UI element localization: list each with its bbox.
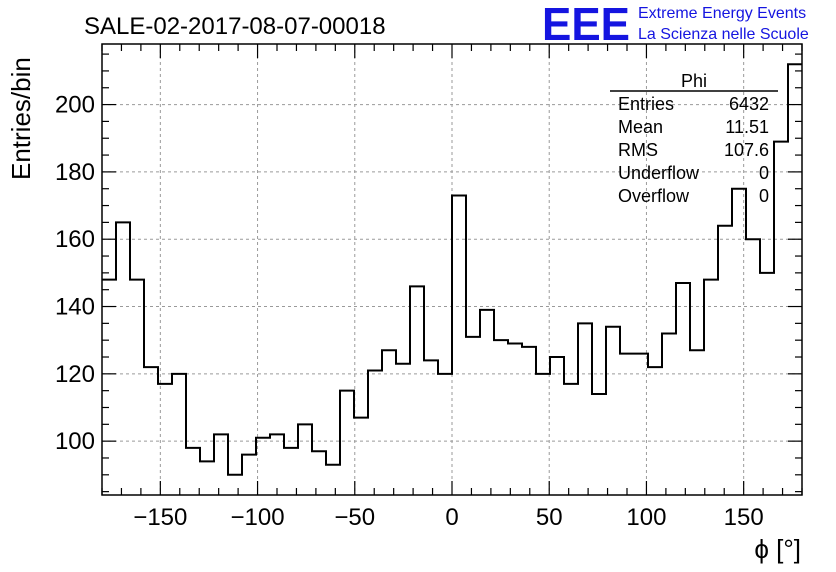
stats-rows: Entries 6432 Mean 11.51 RMS 107.6 Underflow 0 Ov… [618,94,769,206]
stats-label: Entries [618,94,674,114]
stats-label: RMS [618,140,658,160]
eee-logo: EEE Extreme Energy Events La Scienza nel… [542,0,809,50]
tick-labels: −150 −100 −50 0 50 100 150 100 120 140 160 180 200 [55,92,764,531]
stats-box: Phi Entries 6432 Mean 11.51 RMS 107.6 Underflo… [610,71,778,206]
y-axis-label: Entries/bin [6,57,36,180]
x-tick-label: −150 [133,504,187,531]
x-axis-label: ϕ [°] [754,534,801,564]
x-tick-label: 50 [536,504,563,531]
x-tick-label: −100 [231,504,285,531]
stats-name: Phi [681,71,707,91]
y-tick-label: 160 [55,226,95,253]
y-tick-label: 120 [55,361,95,388]
y-tick-label: 100 [55,428,95,455]
x-tick-label: 150 [724,504,764,531]
x-tick-label: −50 [334,504,375,531]
plot-frame [101,43,803,496]
x-tick-label: 0 [445,504,458,531]
stats-label: Mean [618,117,663,137]
stats-value: 11.51 [725,117,769,137]
y-tick-label: 140 [55,294,95,321]
y-tick-label: 200 [55,92,95,119]
logo-mark: EEE [542,0,630,50]
chart-title: SALE-02-2017-08-07-00018 [84,13,386,40]
stats-value: 6432 [729,94,769,114]
stats-label: Overflow [618,186,690,206]
axis-ticks [101,44,803,495]
stats-value: 107.6 [724,140,769,160]
logo-line-1: Extreme Energy Events [638,5,806,22]
histogram-line [102,63,802,476]
stats-value: 0 [759,186,769,206]
stats-label: Underflow [618,163,700,183]
stats-value: 0 [759,163,769,183]
logo-line-2: La Scienza nelle Scuole [638,26,809,43]
y-tick-label: 180 [55,159,95,186]
x-tick-label: 100 [626,504,666,531]
